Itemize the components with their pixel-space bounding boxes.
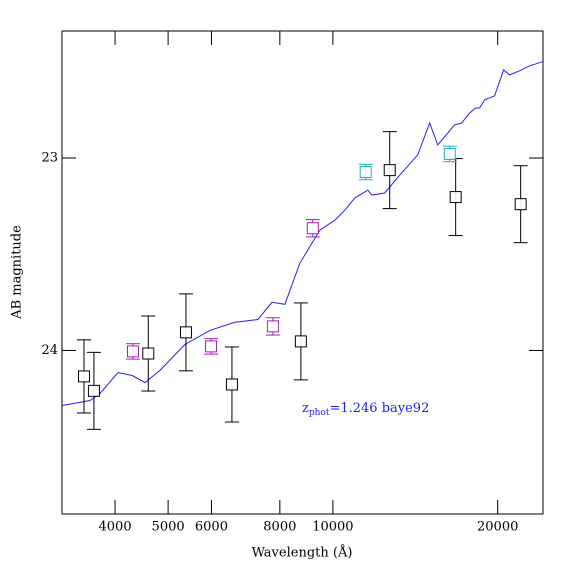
photometry-point [443,147,456,160]
annotation: zphot=1.246 baye92 [302,401,429,418]
y-tick-label: 23 [41,151,58,166]
y-tick-label: 24 [41,343,58,358]
plot-frame [61,30,544,515]
x-tick-label: 10000 [312,520,353,535]
photometry-point [449,191,462,204]
photometry-point [294,335,307,348]
photometry-point [179,326,192,339]
annotation-rest: =1.246 baye92 [329,401,429,416]
photometry-point [87,384,100,397]
y-axis-label: AB magnitude [10,225,25,320]
photometry-point [142,347,155,360]
x-tick-label: 4000 [99,520,132,535]
photometry-point [359,166,372,179]
spectrum-line [61,61,543,406]
photometry-point [266,320,279,333]
photometry-point [225,378,238,391]
photometry-point [205,340,218,353]
photometry-point [514,198,527,211]
x-tick-label: 20000 [477,520,518,535]
photometry-point [306,222,319,235]
annotation-subscript: phot [309,408,330,418]
photometry-point [383,164,396,177]
x-tick-label: 6000 [195,520,228,535]
photometry-point [126,345,139,358]
photometry-point [77,370,90,383]
x-tick-label: 5000 [152,520,185,535]
x-tick-label: 8000 [263,520,296,535]
x-axis-label: Wavelength (Å) [252,545,353,561]
annotation-main: z [302,401,309,416]
